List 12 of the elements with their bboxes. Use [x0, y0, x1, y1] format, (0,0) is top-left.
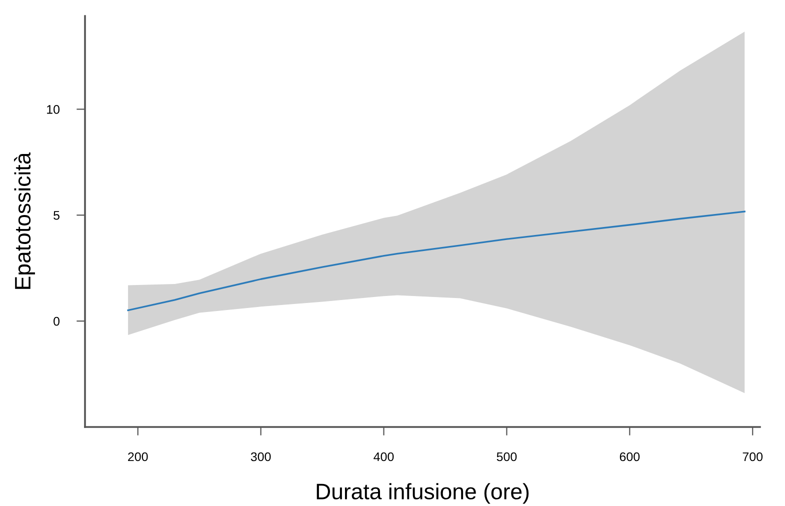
x-axis-title: Durata infusione (ore) [316, 483, 529, 504]
line-series [127, 210, 746, 312]
x-tick-label: 200 [128, 452, 148, 462]
x-tick-label: 700 [742, 452, 763, 462]
y-tick-label: 0 [54, 316, 60, 326]
x-tick-label: 400 [374, 452, 394, 462]
y-tick-label: 10 [47, 105, 60, 114]
y-tick-label: 5 [54, 211, 60, 220]
x-tick-label: 300 [250, 452, 271, 462]
y-axis-title: Epatotossicità [14, 152, 35, 289]
x-tick-label: 600 [620, 452, 640, 462]
x-tick-label: 500 [496, 452, 517, 462]
